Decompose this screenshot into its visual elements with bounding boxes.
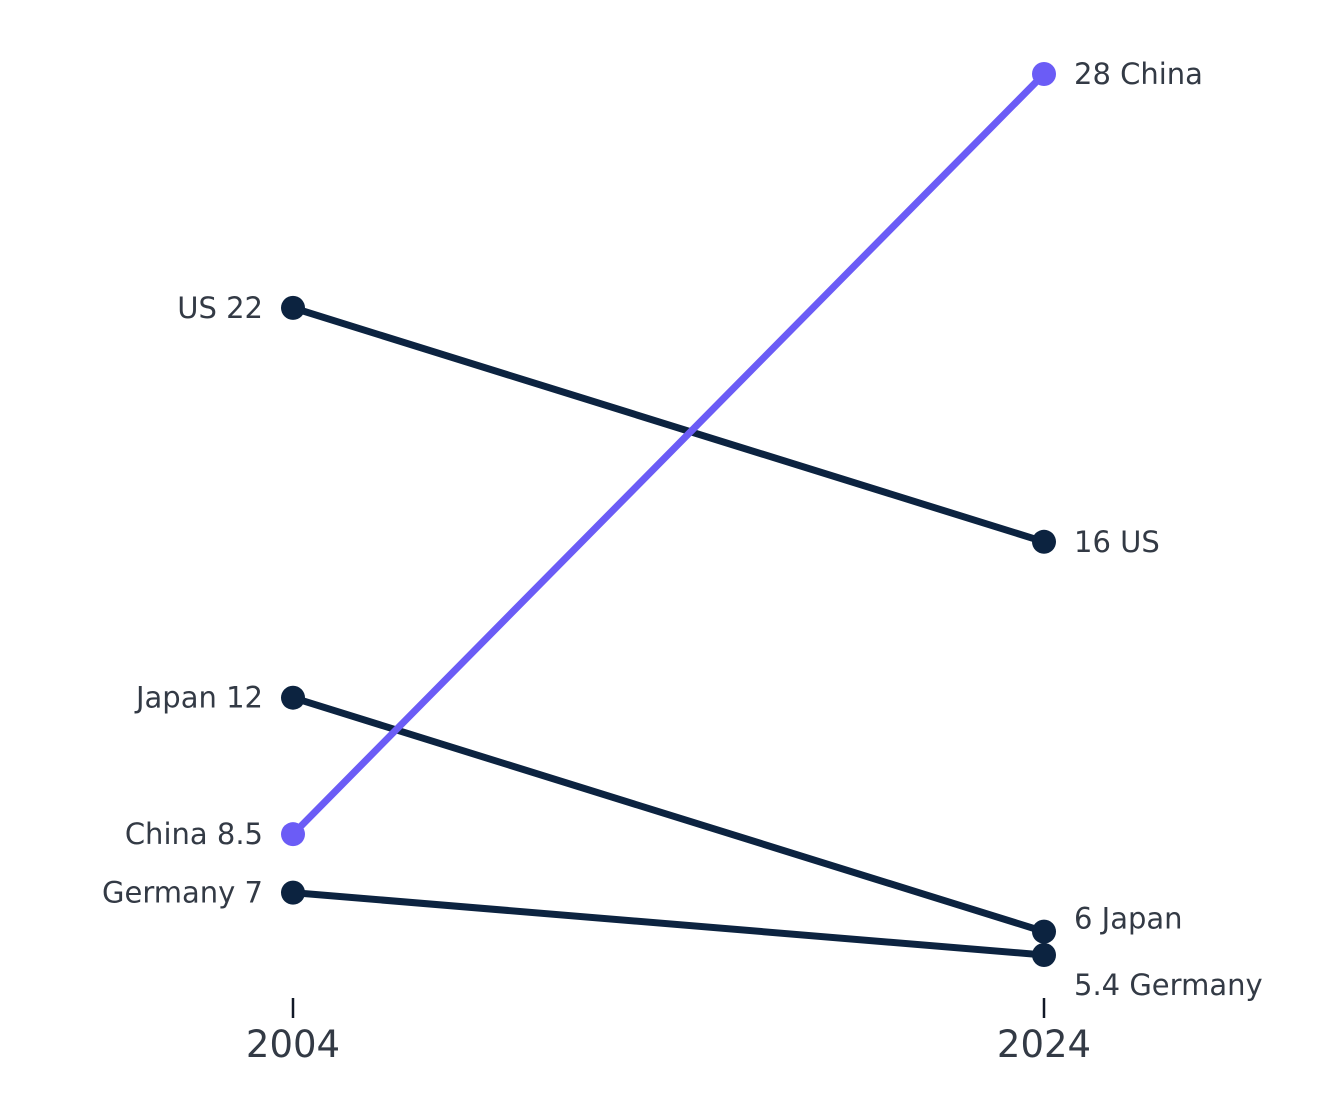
point-china-2004	[281, 822, 305, 847]
point-label-germany-2004: Germany 7	[102, 876, 263, 910]
point-us-2004	[281, 295, 305, 320]
point-label-china-2004: China 8.5	[125, 817, 263, 851]
x-axis: 2004 2024	[246, 998, 1091, 1066]
x-tick-label-2024: 2024	[997, 1023, 1091, 1066]
series-line-japan	[289, 694, 1048, 936]
point-label-germany-2024: 5.4 Germany	[1074, 968, 1263, 1002]
series-line-germany	[289, 889, 1048, 959]
point-label-japan-2024: 6 Japan	[1074, 902, 1183, 936]
point-us-2024	[1032, 529, 1056, 554]
point-germany-2024	[1032, 943, 1056, 967]
series-line-us	[289, 304, 1048, 546]
x-tick-label-2004: 2004	[246, 1023, 340, 1066]
point-label-us-2004: US 22	[177, 291, 263, 325]
point-label-japan-2004: Japan 12	[134, 681, 263, 715]
series-line-china	[289, 70, 1048, 838]
point-china-2024	[1032, 62, 1056, 86]
point-labels: US 22 16 US Japan 12 6 Japan China 8.5 28 Chi…	[102, 57, 1263, 1002]
point-japan-2024	[1032, 919, 1056, 944]
point-label-us-2024: 16 US	[1074, 525, 1160, 559]
point-japan-2004	[281, 685, 305, 710]
series-lines	[289, 70, 1048, 959]
point-germany-2004	[281, 880, 305, 905]
series-points	[281, 62, 1056, 967]
point-label-china-2024: 28 China	[1074, 57, 1203, 91]
